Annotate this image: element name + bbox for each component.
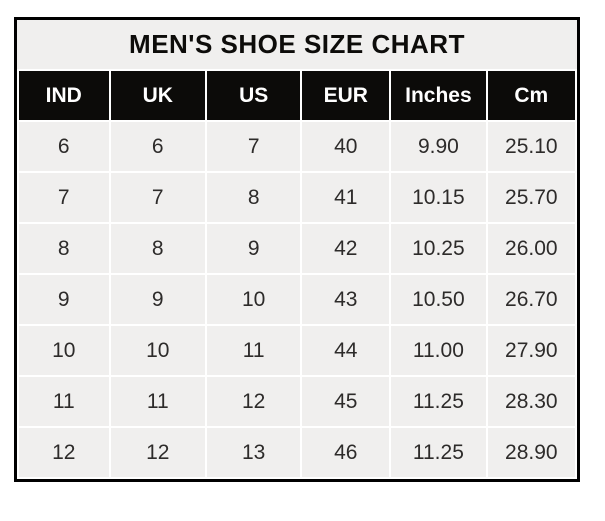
table-cell: 40 (302, 122, 390, 171)
table-row: 6 6 7 40 9.90 25.10 (19, 122, 575, 171)
table-cell: 44 (302, 326, 390, 375)
table-cell: 27.90 (487, 326, 575, 375)
table-cell: 12 (19, 428, 109, 477)
table-cell: 13 (206, 428, 301, 477)
table-cell: 7 (19, 173, 109, 222)
table-cell: 25.10 (487, 122, 575, 171)
table-cell: 8 (19, 224, 109, 273)
table-cell: 45 (302, 377, 390, 426)
header-row: IND UK US EUR Inches Cm (19, 71, 575, 120)
size-table: IND UK US EUR Inches Cm 6 6 7 40 9.90 25… (17, 69, 577, 479)
table-cell: 12 (206, 377, 301, 426)
column-header-inches: Inches (391, 71, 486, 120)
table-cell: 6 (19, 122, 109, 171)
table-cell: 11.25 (391, 377, 486, 426)
table-cell: 10 (19, 326, 109, 375)
table-cell: 10.15 (391, 173, 486, 222)
table-row: 7 7 8 41 10.15 25.70 (19, 173, 575, 222)
column-header-us: US (206, 71, 301, 120)
table-cell: 10 (206, 275, 301, 324)
table-cell: 7 (110, 173, 205, 222)
table-row: 8 8 9 42 10.25 26.00 (19, 224, 575, 273)
table-cell: 41 (302, 173, 390, 222)
table-row: 12 12 13 46 11.25 28.90 (19, 428, 575, 477)
table-cell: 10.50 (391, 275, 486, 324)
column-header-uk: UK (110, 71, 205, 120)
table-cell: 11.00 (391, 326, 486, 375)
table-cell: 25.70 (487, 173, 575, 222)
table-cell: 28.30 (487, 377, 575, 426)
chart-title: MEN'S SHOE SIZE CHART (17, 20, 577, 69)
table-cell: 9 (110, 275, 205, 324)
table-cell: 11 (110, 377, 205, 426)
table-cell: 46 (302, 428, 390, 477)
table-cell: 28.90 (487, 428, 575, 477)
table-cell: 9 (206, 224, 301, 273)
table-cell: 10.25 (391, 224, 486, 273)
table-cell: 8 (110, 224, 205, 273)
table-cell: 9.90 (391, 122, 486, 171)
table-cell: 12 (110, 428, 205, 477)
table-row: 11 11 12 45 11.25 28.30 (19, 377, 575, 426)
table-cell: 26.70 (487, 275, 575, 324)
table-cell: 7 (206, 122, 301, 171)
table-row: 10 10 11 44 11.00 27.90 (19, 326, 575, 375)
table-cell: 11 (19, 377, 109, 426)
table-cell: 11.25 (391, 428, 486, 477)
table-cell: 43 (302, 275, 390, 324)
shoe-size-chart: MEN'S SHOE SIZE CHART IND UK US EUR Inch… (14, 17, 580, 482)
table-cell: 11 (206, 326, 301, 375)
column-header-eur: EUR (302, 71, 390, 120)
column-header-cm: Cm (487, 71, 575, 120)
table-cell: 42 (302, 224, 390, 273)
table-cell: 9 (19, 275, 109, 324)
table-row: 9 9 10 43 10.50 26.70 (19, 275, 575, 324)
table-cell: 8 (206, 173, 301, 222)
table-cell: 6 (110, 122, 205, 171)
table-cell: 26.00 (487, 224, 575, 273)
column-header-ind: IND (19, 71, 109, 120)
table-cell: 10 (110, 326, 205, 375)
